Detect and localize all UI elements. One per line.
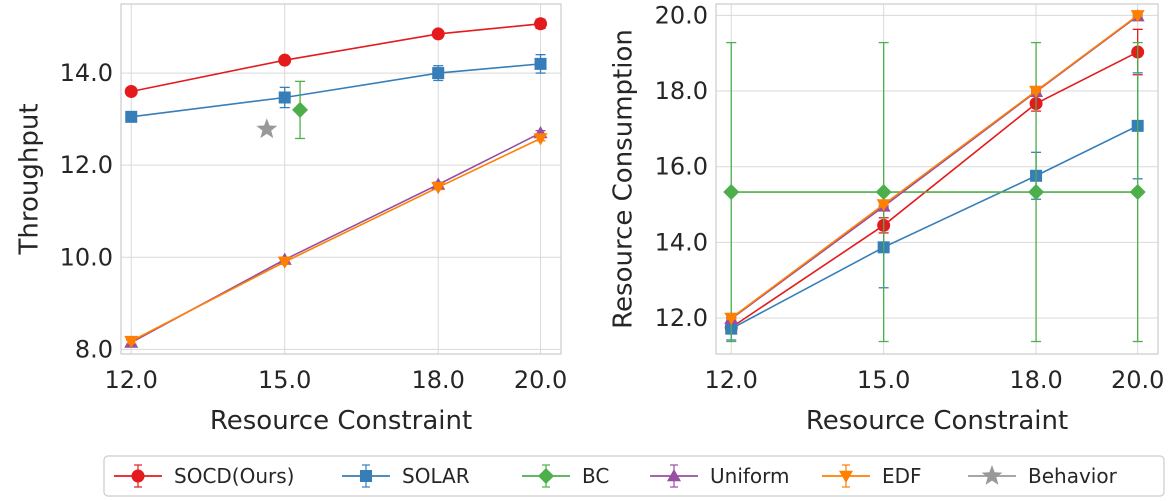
- data-point-edf: [124, 335, 139, 349]
- data-point-edf: [724, 312, 739, 326]
- chart-throughput: 12.0 15.0 18.0 20.0 8.0 10.0 12.0 14.0 Resource …: [15, 3, 567, 436]
- x-axis-title: Resource Constraint: [210, 406, 472, 436]
- legend-label: Uniform: [710, 464, 790, 488]
- legend-item-uniform: Uniform: [650, 464, 790, 488]
- legend-label: SOLAR: [402, 464, 470, 488]
- data-point-socd: [278, 53, 292, 67]
- data-point-edf: [876, 199, 891, 212]
- y-tick-label: 14.0: [655, 228, 708, 256]
- series-bc: [292, 80, 309, 140]
- legend-label: EDF: [882, 464, 922, 488]
- data-point-solar: [534, 57, 547, 70]
- series-bc: [723, 41, 1146, 343]
- x-tick-label: 20.0: [514, 366, 567, 394]
- data-point-edf: [277, 256, 292, 269]
- legend-marker-uniform: [667, 469, 681, 482]
- x-tick-label: 18.0: [1009, 366, 1062, 394]
- series-behavior: [256, 118, 278, 139]
- chart-consumption: 12.0 15.0 18.0 20.0 12.0 14.0 16.0 18.0 20.0 Reso…: [609, 1, 1165, 436]
- legend-item-edf: EDF: [822, 464, 922, 488]
- legend-marker-solar: [360, 470, 372, 482]
- data-point-bc: [875, 184, 892, 201]
- x-tick-label: 15.0: [258, 366, 311, 394]
- data-point-socd: [124, 85, 138, 98]
- legend: SOCD(Ours) SOLAR BC Uniform EDF Behavior: [103, 455, 1165, 497]
- data-point-edf: [533, 133, 548, 146]
- legend-marker-socd: [131, 469, 145, 483]
- series-edf: [724, 10, 1145, 326]
- series-solar: [725, 72, 1144, 341]
- legend-marker-edf: [839, 470, 853, 483]
- y-tick-label: 10.0: [60, 243, 113, 271]
- y-tick-label: 18.0: [655, 77, 708, 105]
- series-line-edf: [130, 137, 541, 342]
- series-line-edf: [730, 14, 1139, 319]
- data-point-behavior: [256, 118, 278, 139]
- series-socd: [124, 17, 548, 98]
- series-edf: [124, 133, 548, 349]
- data-point-socd: [534, 17, 548, 31]
- data-point-edf: [431, 182, 446, 195]
- x-tick-label: 12.0: [105, 366, 158, 394]
- y-axis-title: Resource Consumption: [609, 29, 639, 329]
- legend-item-bc: BC: [522, 464, 609, 488]
- data-point-bc: [723, 184, 740, 201]
- y-tick-label: 16.0: [655, 153, 708, 181]
- data-point-solar: [432, 67, 445, 80]
- y-tick-label: 12.0: [60, 151, 113, 179]
- legend-marker-bc: [538, 468, 554, 484]
- x-tick-label: 18.0: [411, 366, 464, 394]
- legend-label: SOCD(Ours): [174, 464, 294, 488]
- x-tick-label: 12.0: [705, 366, 758, 394]
- series-socd: [724, 28, 1145, 335]
- data-point-bc: [1129, 184, 1146, 201]
- data-point-bc: [1028, 184, 1045, 201]
- legend-marker-behavior: [981, 465, 1003, 485]
- series-line-solar: [730, 125, 1139, 330]
- y-tick-label: 20.0: [655, 1, 708, 29]
- legend-item-socd: SOCD(Ours): [114, 464, 294, 488]
- legend-label: BC: [582, 464, 609, 488]
- y-tick-label: 14.0: [60, 59, 113, 87]
- data-point-socd: [431, 27, 445, 41]
- legend-item-solar: SOLAR: [342, 464, 470, 488]
- legend-label: Behavior: [1028, 464, 1118, 488]
- x-tick-label: 20.0: [1111, 366, 1164, 394]
- y-axis-title: Throughput: [15, 103, 45, 255]
- data-point-solar: [278, 91, 291, 104]
- x-tick-label: 15.0: [857, 366, 910, 394]
- legend-item-behavior: Behavior: [968, 464, 1118, 488]
- y-tick-label: 8.0: [75, 335, 113, 363]
- series-solar: [125, 54, 547, 123]
- data-point-edf: [1130, 10, 1145, 23]
- data-point-edf: [1029, 85, 1044, 99]
- plot-frame: [715, 3, 1159, 355]
- series-line-socd: [131, 23, 541, 93]
- x-axis-title: Resource Constraint: [806, 406, 1068, 436]
- data-point-solar: [125, 110, 138, 123]
- data-point-bc: [292, 101, 309, 118]
- y-tick-label: 12.0: [655, 304, 708, 332]
- series-line-socd: [730, 51, 1139, 329]
- plot-frame: [120, 3, 562, 355]
- series-line-solar: [131, 63, 541, 118]
- legend-frame: [103, 455, 1165, 497]
